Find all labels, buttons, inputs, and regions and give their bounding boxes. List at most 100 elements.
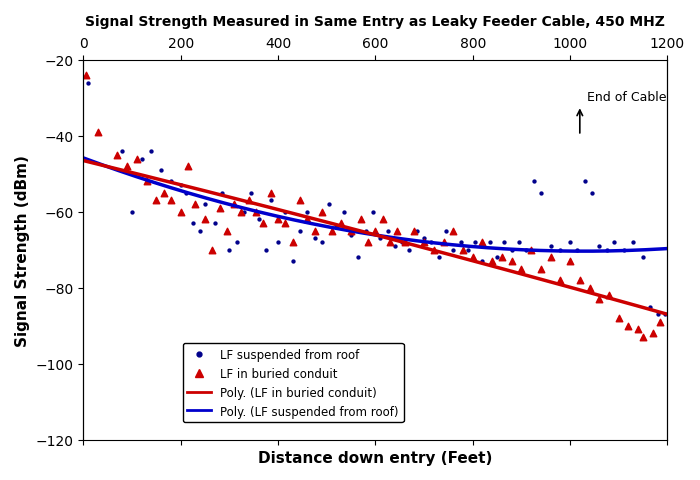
Point: [419, 239, 430, 246]
Point: [623, 322, 634, 330]
Point: [280, 220, 291, 228]
Point: [404, 246, 415, 254]
Point: [187, 220, 198, 228]
Point: [638, 254, 649, 262]
Point: [528, 178, 539, 186]
Point: [345, 228, 356, 235]
Point: [141, 178, 152, 186]
Point: [214, 204, 225, 212]
Point: [272, 216, 284, 224]
Point: [513, 239, 524, 246]
Point: [399, 239, 410, 246]
Point: [536, 265, 547, 273]
Point: [545, 254, 557, 262]
Point: [516, 265, 527, 273]
Point: [229, 201, 240, 208]
Point: [648, 330, 659, 337]
Point: [180, 190, 191, 197]
Point: [294, 228, 305, 235]
Point: [579, 178, 590, 186]
Point: [467, 254, 478, 262]
Point: [633, 326, 644, 334]
Point: [389, 242, 400, 250]
Point: [601, 246, 612, 254]
Point: [326, 228, 337, 235]
Point: [246, 190, 257, 197]
Point: [224, 246, 235, 254]
Point: [411, 228, 422, 235]
Point: [127, 208, 138, 216]
Point: [238, 208, 249, 216]
Point: [638, 334, 649, 341]
Point: [419, 235, 430, 243]
Point: [613, 314, 624, 322]
Point: [206, 246, 218, 254]
Point: [165, 197, 176, 205]
Point: [654, 318, 666, 326]
Point: [447, 246, 458, 254]
Point: [594, 242, 605, 250]
Point: [659, 311, 671, 318]
Point: [231, 239, 242, 246]
Point: [370, 228, 381, 235]
Point: [506, 246, 517, 254]
Point: [122, 163, 133, 171]
Point: [190, 201, 201, 208]
Point: [216, 190, 228, 197]
Point: [536, 190, 547, 197]
Point: [309, 235, 320, 243]
Point: [150, 197, 162, 205]
Point: [545, 242, 557, 250]
Point: [506, 258, 517, 265]
Point: [426, 239, 437, 246]
Point: [136, 156, 147, 163]
Point: [345, 231, 356, 239]
Y-axis label: Signal Strength (dBm): Signal Strength (dBm): [15, 155, 30, 346]
Point: [243, 197, 254, 205]
Point: [470, 239, 481, 246]
Point: [447, 228, 458, 235]
Point: [265, 197, 276, 205]
Point: [287, 258, 298, 265]
Point: [628, 239, 639, 246]
Point: [587, 190, 598, 197]
Point: [438, 239, 449, 246]
Point: [83, 80, 94, 87]
Point: [360, 228, 371, 235]
Point: [584, 284, 595, 292]
Point: [499, 239, 510, 246]
Point: [280, 208, 291, 216]
Point: [175, 208, 186, 216]
Point: [182, 163, 193, 171]
Point: [131, 156, 142, 163]
Point: [236, 208, 247, 216]
Point: [428, 246, 440, 254]
Point: [608, 239, 620, 246]
Point: [199, 216, 211, 224]
Point: [564, 258, 575, 265]
Point: [92, 129, 104, 136]
Point: [484, 239, 496, 246]
Point: [455, 239, 466, 246]
Point: [258, 220, 269, 228]
Point: [477, 258, 488, 265]
Point: [457, 246, 468, 254]
Point: [496, 254, 507, 262]
Point: [251, 208, 262, 216]
Point: [338, 208, 349, 216]
Point: [316, 208, 328, 216]
Point: [374, 235, 386, 243]
Title: Signal Strength Measured in Same Entry as Leaky Feeder Cable, 450 MHZ: Signal Strength Measured in Same Entry a…: [85, 15, 665, 29]
Point: [564, 239, 575, 246]
Point: [331, 224, 342, 231]
Point: [117, 148, 128, 156]
Point: [433, 254, 444, 262]
Point: [574, 276, 585, 284]
Point: [221, 228, 232, 235]
Point: [272, 239, 284, 246]
Point: [382, 228, 393, 235]
Point: [392, 228, 403, 235]
Point: [294, 197, 305, 205]
Point: [572, 246, 583, 254]
Point: [323, 201, 335, 208]
